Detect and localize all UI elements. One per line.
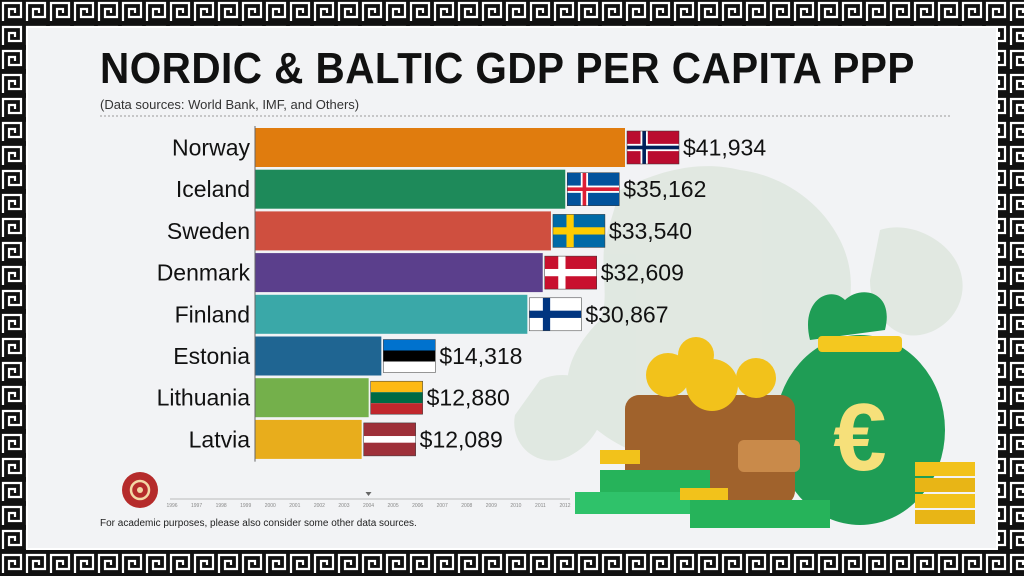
sweden-flag bbox=[552, 214, 606, 248]
category-label-iceland: Iceland bbox=[176, 176, 250, 202]
timeline-tick: 2009 bbox=[486, 503, 497, 509]
timeline-tick: 1999 bbox=[240, 503, 251, 509]
timeline-current-marker bbox=[365, 492, 372, 496]
estonia-flag bbox=[383, 339, 436, 373]
bar-estonia bbox=[255, 336, 382, 376]
bar-iceland bbox=[255, 169, 566, 209]
cash-stacks-illustration bbox=[575, 450, 975, 528]
bar-latvia bbox=[255, 419, 362, 459]
timeline-tick: 2002 bbox=[314, 503, 325, 509]
page-title: NORDIC & BALTIC GDP PER CAPITA PPP bbox=[100, 44, 915, 93]
norway-flag bbox=[626, 130, 680, 165]
europe-map-background bbox=[514, 166, 963, 464]
category-label-finland: Finland bbox=[175, 301, 250, 327]
category-label-norway: Norway bbox=[172, 135, 250, 161]
page-subtitle: (Data sources: World Bank, IMF, and Othe… bbox=[100, 97, 360, 112]
denmark-flag bbox=[544, 255, 597, 290]
value-label-finland: $30,867 bbox=[585, 301, 668, 327]
category-label-denmark: Denmark bbox=[157, 260, 251, 286]
euro-symbol-icon: € bbox=[833, 384, 886, 491]
timeline-tick: 1996 bbox=[166, 503, 177, 509]
timeline-tick: 2012 bbox=[559, 503, 570, 509]
timeline-tick: 2011 bbox=[535, 503, 546, 509]
bar-denmark bbox=[255, 253, 543, 293]
timeline-tick: 2007 bbox=[437, 503, 448, 509]
timeline-tick: 2010 bbox=[510, 503, 521, 509]
category-label-lithuania: Lithuania bbox=[157, 385, 251, 411]
category-label-estonia: Estonia bbox=[173, 343, 250, 369]
year-timeline: 1996 1997 1998 1999 2000 2001 2002 2003 2004 2005… bbox=[166, 492, 571, 509]
timeline-tick: 2005 bbox=[388, 503, 399, 509]
value-label-latvia: $12,089 bbox=[420, 426, 503, 452]
value-label-estonia: $14,318 bbox=[439, 343, 522, 369]
category-label-latvia: Latvia bbox=[189, 426, 251, 452]
value-label-norway: $41,934 bbox=[683, 135, 766, 161]
timeline-tick: 2008 bbox=[461, 503, 472, 509]
latvia-flag bbox=[363, 422, 416, 457]
bar-norway bbox=[255, 128, 625, 167]
footer-note: For academic purposes, please also consi… bbox=[100, 518, 417, 529]
value-label-iceland: $35,162 bbox=[623, 176, 706, 202]
timeline-tick: 2000 bbox=[265, 503, 276, 509]
iceland-flag bbox=[566, 172, 620, 206]
value-label-lithuania: $12,880 bbox=[427, 385, 510, 411]
bar-lithuania bbox=[255, 378, 369, 418]
category-label-sweden: Sweden bbox=[167, 218, 250, 244]
bar-chart: Norway $41,934 Iceland $35,162 Sweden $33,540… bbox=[157, 126, 766, 462]
timeline-tick: 2006 bbox=[412, 503, 423, 509]
timeline-tick: 2004 bbox=[363, 503, 374, 509]
timeline-tick: 2001 bbox=[289, 503, 300, 509]
finland-flag bbox=[529, 297, 582, 332]
timeline-tick: 2003 bbox=[338, 503, 349, 509]
timeline-tick: 1998 bbox=[216, 503, 227, 509]
lithuania-flag bbox=[370, 380, 423, 415]
money-bag-illustration: € bbox=[775, 292, 945, 525]
value-label-denmark: $32,609 bbox=[601, 260, 684, 286]
bar-sweden bbox=[255, 211, 551, 251]
value-label-sweden: $33,540 bbox=[609, 218, 692, 244]
timeline-tick: 1997 bbox=[191, 503, 202, 509]
channel-logo bbox=[122, 472, 158, 508]
bar-finland bbox=[255, 294, 528, 334]
